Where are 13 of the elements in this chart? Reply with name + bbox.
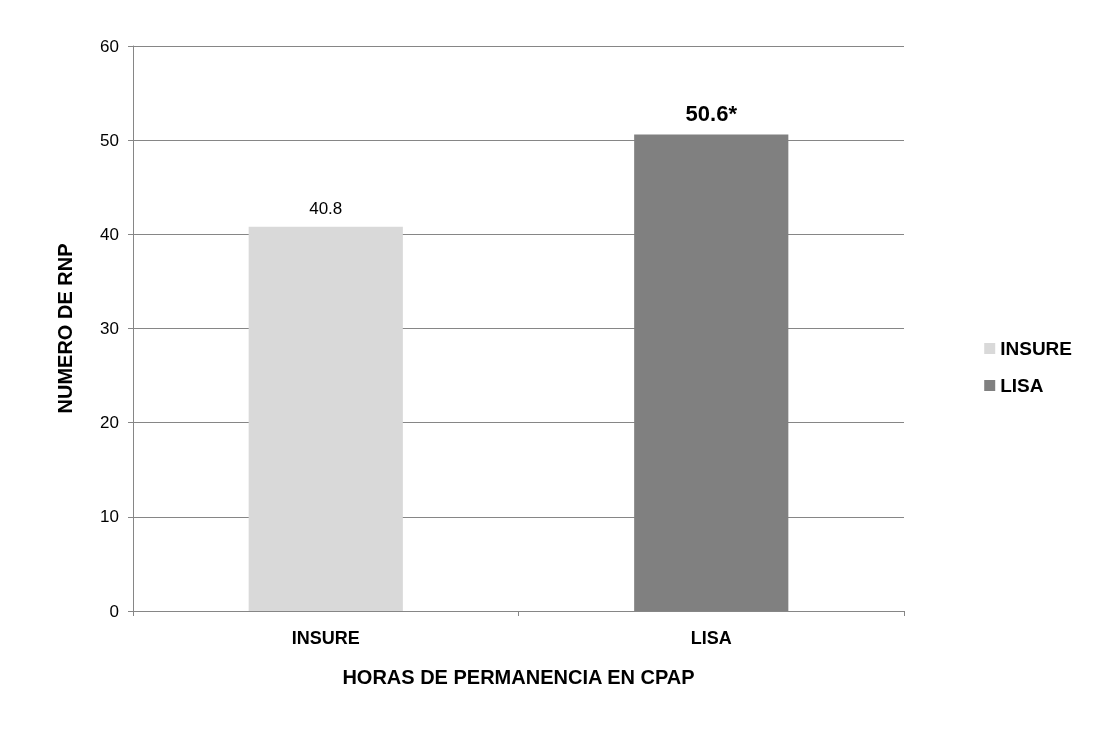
- legend-label: INSURE: [1000, 338, 1073, 359]
- y-tick-label: 30: [100, 319, 119, 338]
- y-tick-label: 40: [100, 224, 119, 244]
- x-axis-title: HORAS DE PERMANENCIA EN CPAP: [342, 666, 695, 688]
- y-tick-label: 60: [100, 36, 119, 56]
- legend-label: LISA: [1000, 375, 1044, 396]
- y-tick-label: 10: [100, 507, 119, 527]
- y-axis-title: NUMERO DE RNP: [54, 243, 76, 414]
- y-tick-label: 50: [100, 130, 119, 150]
- data-label: 50.6*: [685, 101, 738, 127]
- data-label: 40.8: [309, 198, 343, 218]
- y-tick-label: 20: [100, 413, 119, 433]
- y-tick-label: 0: [109, 601, 119, 621]
